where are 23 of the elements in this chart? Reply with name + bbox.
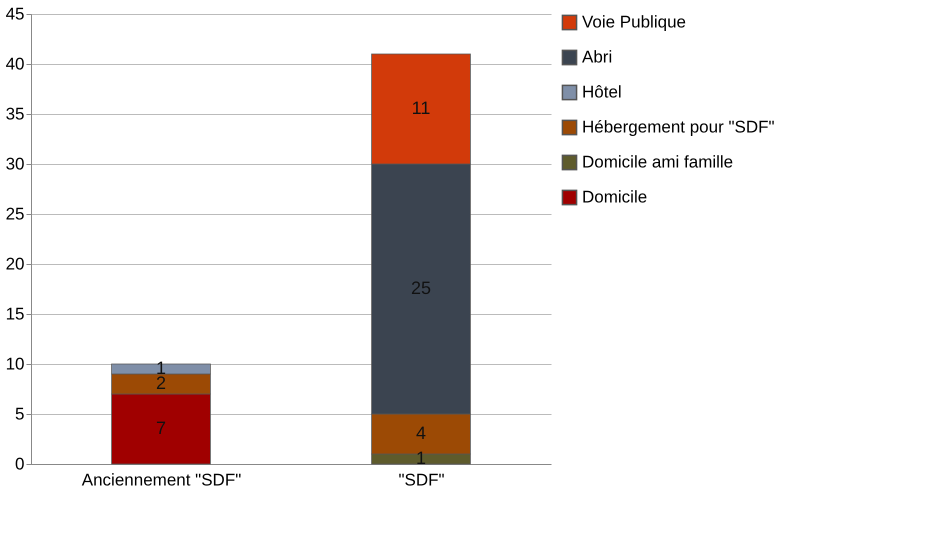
y-tick-label: 40 — [6, 54, 24, 74]
data-label: 1 — [416, 448, 426, 468]
y-tick-label: 0 — [15, 454, 24, 474]
legend-label: Hébergement pour "SDF" — [582, 118, 775, 136]
y-tick-label: 20 — [6, 254, 24, 274]
y-tick-label: 10 — [6, 354, 24, 374]
y-tick-label: 30 — [6, 154, 24, 174]
y-tick-label: 5 — [15, 404, 24, 424]
data-label: 7 — [156, 418, 166, 438]
data-label: 25 — [410, 278, 432, 298]
y-tick-label: 15 — [6, 304, 24, 324]
data-label: 4 — [416, 423, 426, 443]
x-tick-label: "SDF" — [398, 470, 445, 490]
legend-label: Hôtel — [582, 82, 622, 102]
y-tick-label: 35 — [6, 104, 24, 124]
legend-label: Voie Publique — [582, 12, 686, 32]
legend-label: Abri — [582, 48, 612, 66]
legend-label: Domicile — [582, 188, 648, 206]
y-tick-label: 45 — [6, 4, 24, 24]
x-tick-label: Anciennement "SDF" — [82, 470, 242, 490]
data-label: 11 — [412, 98, 430, 118]
legend-label: Domicile ami famille — [582, 152, 734, 172]
y-tick-label: 25 — [6, 204, 24, 224]
